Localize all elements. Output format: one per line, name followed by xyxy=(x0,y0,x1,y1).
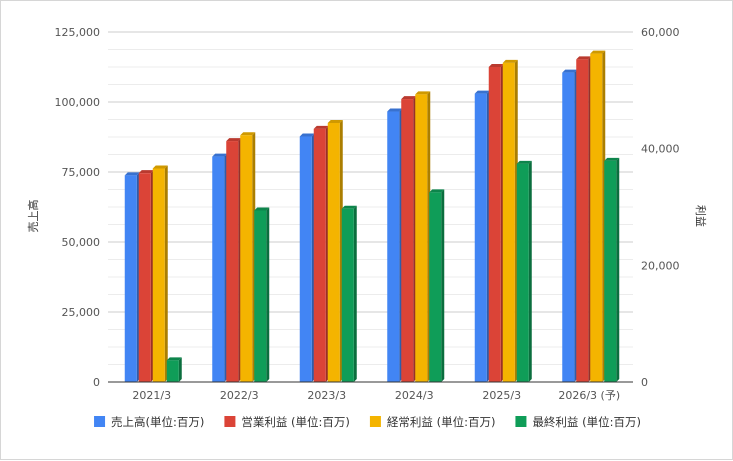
right-tick-label: 40,000 xyxy=(641,143,680,156)
left-tick-label: 25,000 xyxy=(62,306,101,319)
legend: 売上高(単位:百万) 営業利益 (単位:百万) 経常利益 (単位:百万) 最終利益 (… xyxy=(94,415,641,429)
bar-1-5 xyxy=(474,90,490,382)
legend-item-2: 営業利益 (単位:百万) xyxy=(224,415,350,429)
x-tick-label: 2022/3 xyxy=(220,389,259,402)
bar-2-2 xyxy=(226,138,242,382)
left-tick-label: 125,000 xyxy=(55,26,101,39)
bar-1-4 xyxy=(387,108,403,383)
x-tick-label: 2023/3 xyxy=(307,389,346,402)
bar-3-4 xyxy=(415,91,431,383)
x-tick-label: 2024/3 xyxy=(395,389,434,402)
legend-item-4: 最終利益 (単位:百万) xyxy=(515,415,641,429)
right-tick-label: 20,000 xyxy=(641,259,680,272)
bar-3-5 xyxy=(502,59,518,383)
left-tick-label: 50,000 xyxy=(62,236,101,249)
bar-1-2 xyxy=(212,153,228,382)
x-tick-label: 2025/3 xyxy=(482,389,521,402)
x-tick-label: 2026/3 (予) xyxy=(558,389,620,402)
right-tick-label: 60,000 xyxy=(641,26,680,39)
bar-1-1 xyxy=(124,172,140,382)
left-tick-label: 75,000 xyxy=(62,166,101,179)
x-tick-label: 2021/3 xyxy=(132,389,171,402)
bar-3-3 xyxy=(327,120,343,382)
bar-4-2 xyxy=(254,207,270,382)
legend-label: 営業利益 (単位:百万) xyxy=(241,415,350,429)
legend-item-3: 経常利益 (単位:百万) xyxy=(369,415,496,429)
left-axis-ticks: 0 25,000 50,000 75,000 100,000 125,000 xyxy=(55,26,101,389)
legend-item-1: 売上高(単位:百万) xyxy=(94,415,204,429)
bar-4-6 xyxy=(604,157,620,382)
legend-label: 経常利益 (単位:百万) xyxy=(387,415,496,429)
left-tick-label: 0 xyxy=(93,376,100,389)
bar-1-3 xyxy=(299,133,315,382)
legend-label: 最終利益 (単位:百万) xyxy=(532,415,641,429)
legend-swatch xyxy=(515,416,527,427)
legend-swatch xyxy=(94,416,106,427)
bar-4-4 xyxy=(429,189,445,382)
bar-group xyxy=(124,50,620,383)
legend-swatch xyxy=(224,416,236,427)
right-axis-ticks: 0 20,000 40,000 60,000 xyxy=(641,26,680,389)
bar-3-6 xyxy=(590,50,606,382)
bar-2-3 xyxy=(313,125,329,382)
bar-2-4 xyxy=(401,96,417,382)
bar-2-1 xyxy=(138,170,154,382)
right-axis-title: 利益 xyxy=(694,205,708,227)
bar-3-1 xyxy=(152,165,168,382)
bar-2-5 xyxy=(488,64,504,382)
legend-label: 売上高(単位:百万) xyxy=(111,415,204,429)
left-axis-title: 売上高 xyxy=(26,200,40,233)
legend-swatch xyxy=(369,416,381,427)
grid-lines xyxy=(108,31,633,383)
bar-1-6 xyxy=(562,69,578,382)
right-tick-label: 0 xyxy=(641,376,648,389)
bar-4-3 xyxy=(341,205,357,382)
x-axis-ticks: 2021/3 2022/3 2023/3 2024/3 2025/3 2026/3 (予) xyxy=(132,389,620,402)
bar-4-1 xyxy=(166,357,182,382)
bar-3-2 xyxy=(240,132,256,382)
left-tick-label: 100,000 xyxy=(55,96,101,109)
bar-2-6 xyxy=(576,56,592,383)
bar-4-5 xyxy=(516,160,532,382)
